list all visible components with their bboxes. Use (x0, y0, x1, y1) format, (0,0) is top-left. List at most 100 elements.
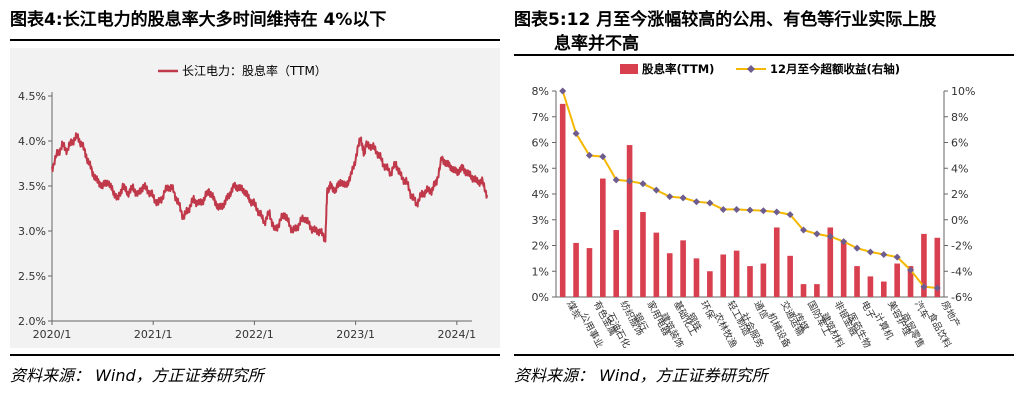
right-chart-title: 图表5:12 月至今涨幅较高的公用、有色等行业实际上股 息率并不高 (514, 8, 1009, 56)
y-tick-label: 4.5% (18, 90, 46, 103)
y-left-tick-label: 6% (532, 137, 549, 150)
y-tick-label: 3.0% (18, 225, 46, 238)
y-left-tick-label: 2% (532, 240, 549, 253)
marker-医药生物 (840, 238, 848, 246)
marker-农林牧渔 (706, 199, 714, 207)
bar-国防军工 (800, 284, 807, 297)
left-chart-title: 图表4:长江电力的股息率大多时间维持在 4%以下 (10, 10, 387, 30)
y-left-tick-label: 7% (532, 111, 549, 124)
y-right-tick-label: 8% (951, 111, 968, 124)
bar-非银金融 (827, 227, 834, 297)
left-plot-area: 长江电力：股息率（TTM） 2.0% 2.5% 3.0% 3.5% 4.0% 4.5% 202… (10, 48, 500, 348)
y-tick-label: 2.5% (18, 270, 46, 283)
bar-银行 (626, 145, 633, 297)
bar-石油石化 (600, 178, 606, 297)
marker-基础化工 (666, 193, 674, 201)
y-right-tick-label: 0% (951, 214, 968, 227)
left-title-rule (10, 39, 500, 41)
y-left-tick-label: 0% (532, 291, 549, 304)
y-right-tick-label: -2% (951, 240, 972, 253)
legend-label: 长江电力：股息率（TTM） (182, 63, 327, 78)
legend-swatch-bar (620, 64, 638, 74)
right-plot-area: 股息率(TTM) 12月至今超额收益(右轴) 0% 1% 2% 3% 4% 5% 6% 7% 8% -… (514, 58, 1014, 350)
bar-社会服务 (733, 250, 740, 297)
left-source-note: 资料来源： Wind，方正证券研究所 (10, 366, 264, 385)
marker-环保 (692, 198, 700, 206)
x-tick-label: 2021/1 (134, 328, 173, 341)
bar-美容护理 (880, 281, 887, 297)
marker-电子 (853, 244, 861, 252)
right-title-line1: 图表5:12 月至今涨幅较高的公用、有色等行业实际上股 (514, 10, 937, 30)
marker-传媒 (786, 211, 794, 219)
right-chart-panel: 图表5:12 月至今涨幅较高的公用、有色等行业实际上股 息率并不高 股息率(TT… (504, 0, 1024, 404)
bar-医药生物 (840, 240, 847, 297)
marker-食品饮料 (920, 283, 928, 291)
y-right-tick-label: 6% (951, 137, 968, 150)
right-title-line2: 息率并不高 (554, 34, 639, 54)
marker-交通运输 (773, 208, 781, 216)
y-right-tick-label: -4% (951, 265, 972, 278)
right-title-rule (514, 54, 1014, 56)
y-right-tick-label: 4% (951, 162, 968, 175)
marker-建筑装饰 (652, 186, 660, 194)
bar-纺织服饰 (613, 230, 620, 297)
bar-食品饮料 (921, 233, 927, 297)
bar-轻工制造 (720, 254, 727, 297)
left-chart-panel: 图表4:长江电力的股息率大多时间维持在 4%以下 长江电力：股息率（TTM） 2.… (0, 0, 500, 404)
x-tick-label: 2023/1 (336, 328, 375, 341)
y-right-tick-label: 10% (951, 85, 975, 98)
marker-通信 (746, 206, 754, 214)
marker-商贸零售 (893, 253, 901, 261)
y-tick-label: 2.0% (18, 315, 46, 328)
series-line-dividend-yield (51, 132, 489, 243)
marker-有色金属 (585, 151, 593, 159)
marker-国防军工 (800, 226, 808, 234)
right-source-rule (514, 354, 1014, 356)
bar-机械设备 (760, 263, 767, 297)
marker-计算机 (866, 248, 874, 256)
legend-label-line: 12月至今超额收益(右轴) (770, 62, 900, 76)
bar-有色金属 (586, 248, 593, 297)
bar-电子 (854, 266, 860, 297)
bar-家用电器 (640, 212, 646, 297)
marker-钢铁 (679, 194, 687, 202)
marker-公用事业 (572, 129, 580, 137)
marker-非银金融 (826, 232, 834, 240)
bar-农林牧渔 (707, 271, 713, 297)
marker-汽车 (907, 266, 915, 274)
x-tick-label: 2024/1 (437, 328, 476, 341)
industry-yield-bar-chart: 股息率(TTM) 12月至今超额收益(右轴) 0% 1% 2% 3% 4% 5% 6% 7% 8% -… (532, 62, 976, 350)
marker-建筑材料 (813, 230, 821, 238)
bar-计算机 (867, 276, 874, 297)
bar-商贸零售 (894, 263, 900, 297)
marker-房地产 (933, 284, 941, 292)
bar-基础化工 (666, 253, 673, 297)
marker-纺织服饰 (612, 176, 620, 184)
y-left-tick-label: 8% (532, 85, 549, 98)
bar-建筑材料 (814, 284, 820, 297)
bar-煤炭 (559, 103, 566, 297)
marker-机械设备 (759, 207, 767, 215)
legend-swatch-marker (747, 65, 755, 73)
marker-煤炭 (559, 87, 567, 95)
left-source-rule (10, 354, 500, 356)
y-left-tick-label: 5% (532, 162, 549, 175)
bar-传媒 (787, 255, 793, 297)
bar-钢铁 (680, 240, 686, 297)
marker-家用电器 (639, 180, 647, 188)
bar-汽车 (907, 266, 914, 297)
y-tick-label: 3.5% (18, 180, 46, 193)
marker-石油石化 (599, 153, 607, 161)
marker-美容护理 (880, 251, 888, 259)
legend-label-bar: 股息率(TTM) (642, 62, 714, 76)
y-right-tick-label: 2% (951, 188, 968, 201)
x-tick-label: 2022/1 (235, 328, 274, 341)
right-source-note: 资料来源： Wind，方正证券研究所 (514, 366, 768, 385)
y-left-tick-label: 1% (532, 265, 549, 278)
marker-社会服务 (733, 205, 741, 213)
bar-环保 (693, 258, 700, 297)
bar-交通运输 (773, 227, 780, 297)
y-right-tick-label: -6% (951, 291, 972, 304)
bar-房地产 (934, 237, 941, 297)
dividend-yield-line-chart: 长江电力：股息率（TTM） 2.0% 2.5% 3.0% 3.5% 4.0% 4.5% 202… (18, 63, 489, 341)
